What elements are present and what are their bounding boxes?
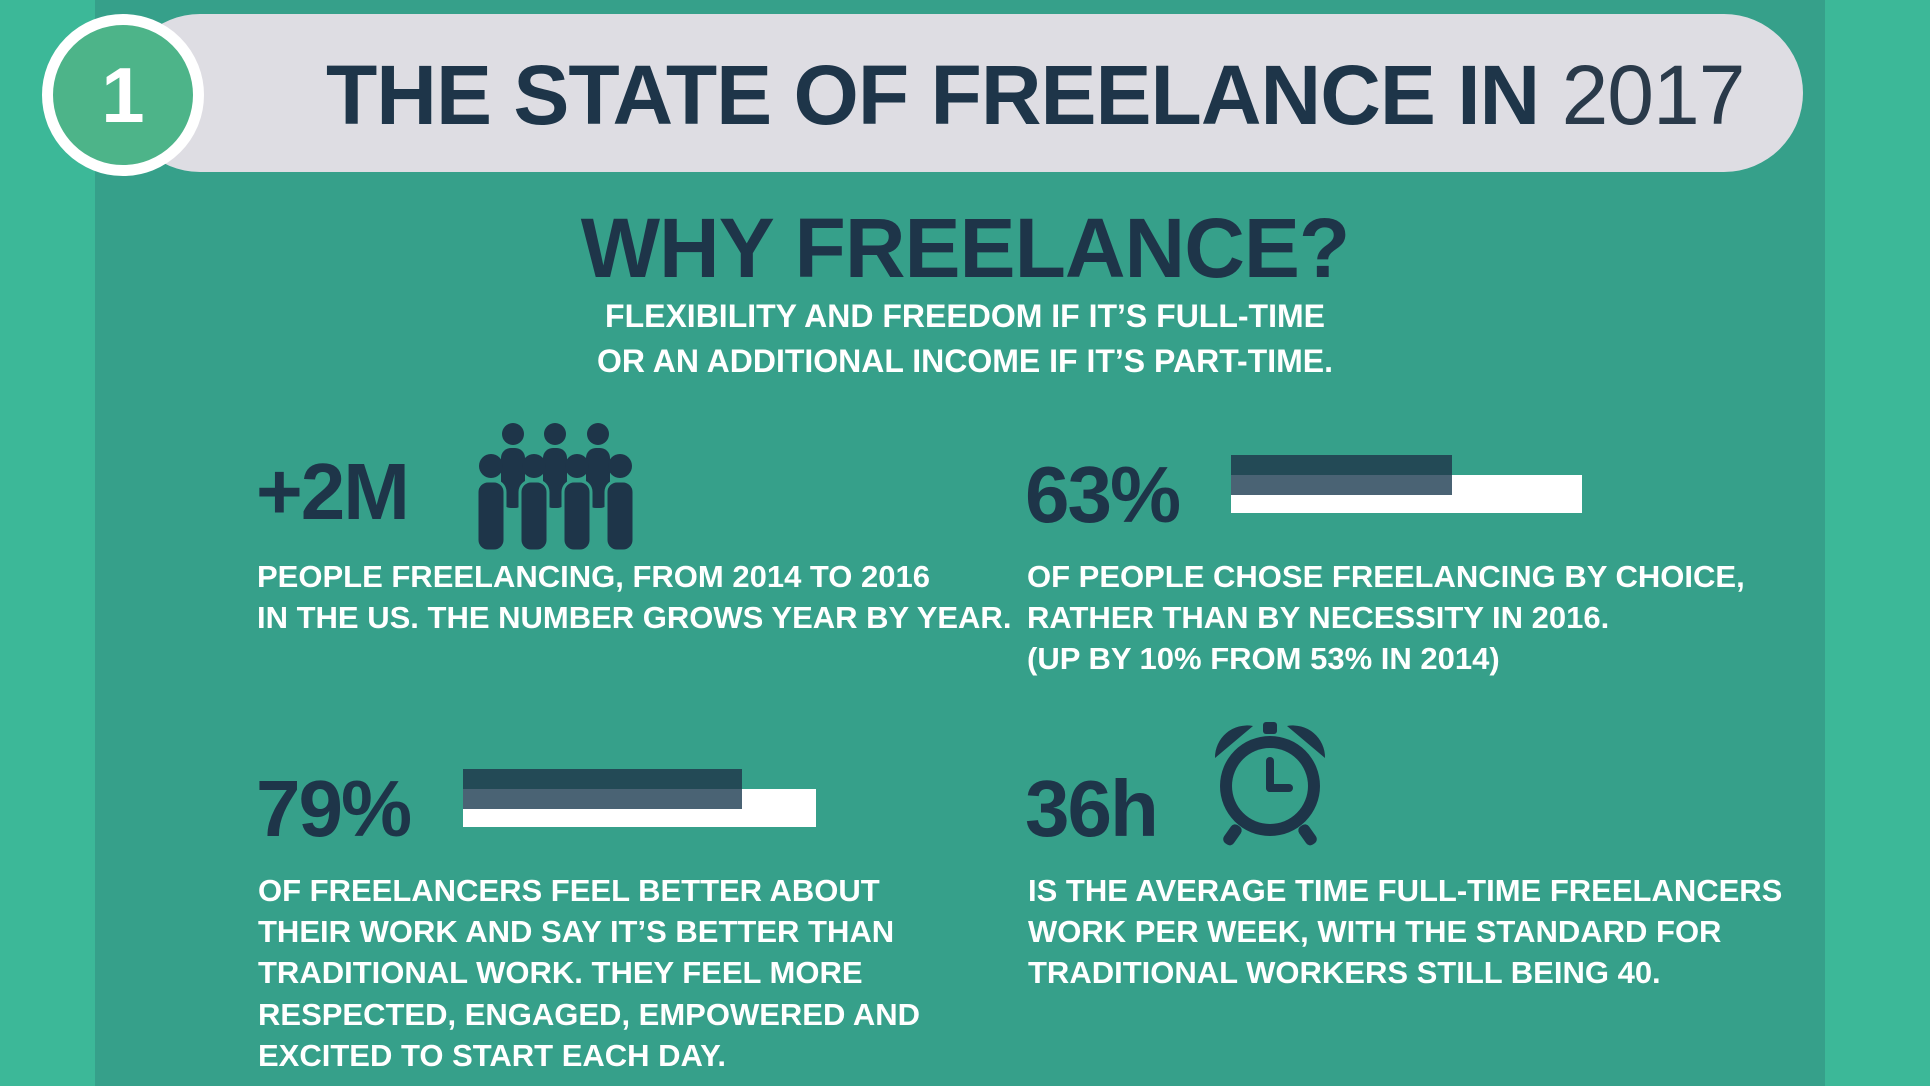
better-stat-value: 79%	[256, 764, 412, 853]
page-title-year: 2017	[1561, 48, 1746, 142]
better-desc-line4: RESPECTED, ENGAGED, EMPOWERED AND	[258, 997, 920, 1032]
title-banner	[121, 14, 1803, 172]
better-bar-shade	[463, 769, 742, 789]
section-subtitle-line2: OR AN ADDITIONAL INCOME IF IT’S PART-TIM…	[597, 343, 1333, 379]
better-bar-fill	[463, 789, 742, 809]
choice-bar-shade	[1231, 455, 1452, 475]
section-title: WHY FREELANCE?	[580, 201, 1350, 295]
better-desc-line5: EXCITED TO START EACH DAY.	[258, 1038, 726, 1073]
page-title-text: THE STATE OF FREELANCE IN	[326, 48, 1540, 142]
people-stat-value: +2M	[256, 447, 410, 536]
better-desc-line3: TRADITIONAL WORK. THEY FEEL MORE	[258, 955, 863, 990]
people-group-icon	[475, 423, 636, 551]
people-desc-line2: IN THE US. THE NUMBER GROWS YEAR BY YEAR…	[257, 600, 1012, 635]
choice-desc-line3: (UP BY 10% FROM 53% IN 2014)	[1027, 641, 1500, 676]
step-number: 1	[101, 50, 145, 139]
step-number-badge: 1	[42, 14, 204, 176]
page-title: THE STATE OF FREELANCE IN 2017	[326, 45, 1746, 145]
choice-desc-line1: OF PEOPLE CHOSE FREELANCING BY CHOICE,	[1027, 559, 1745, 594]
content-panel	[95, 0, 1825, 1086]
better-desc-line2: THEIR WORK AND SAY IT’S BETTER THAN	[258, 914, 895, 949]
hours-stat-value: 36h	[1025, 764, 1159, 853]
people-desc-line1: PEOPLE FREELANCING, FROM 2014 TO 2016	[257, 559, 930, 594]
section-subtitle-line1: FLEXIBILITY AND FREEDOM IF IT’S FULL-TIM…	[605, 298, 1325, 334]
better-desc-line1: OF FREELANCERS FEEL BETTER ABOUT	[258, 873, 880, 908]
hours-desc-line3: TRADITIONAL WORKERS STILL BEING 40.	[1028, 955, 1661, 990]
choice-bar-fill	[1231, 475, 1452, 495]
choice-stat-value: 63%	[1025, 450, 1181, 539]
hours-desc-line2: WORK PER WEEK, WITH THE STANDARD FOR	[1028, 914, 1722, 949]
choice-desc-line2: RATHER THAN BY NECESSITY IN 2016.	[1027, 600, 1610, 635]
hours-desc-line1: IS THE AVERAGE TIME FULL-TIME FREELANCER…	[1028, 873, 1783, 908]
alarm-clock-icon	[1214, 722, 1326, 846]
